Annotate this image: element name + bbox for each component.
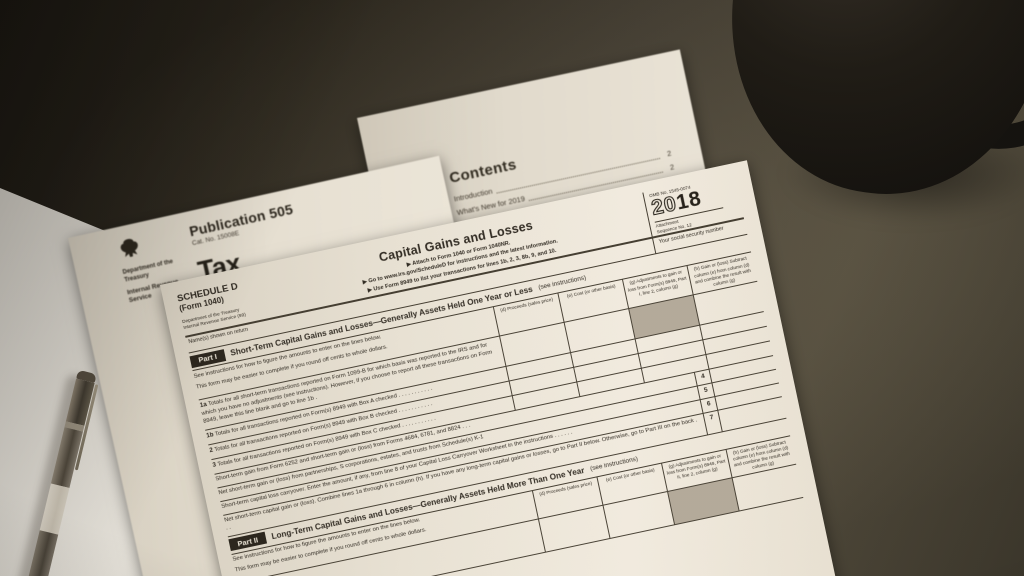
publication-505-cover: Department of the Treasury Internal Reve… bbox=[68, 155, 526, 576]
toc-page: 2 bbox=[669, 162, 675, 172]
irs-eagle-icon bbox=[120, 238, 138, 258]
irs-logo-block: Department of the Treasury Internal Reve… bbox=[116, 226, 201, 351]
toc-page: 2 bbox=[666, 148, 673, 159]
